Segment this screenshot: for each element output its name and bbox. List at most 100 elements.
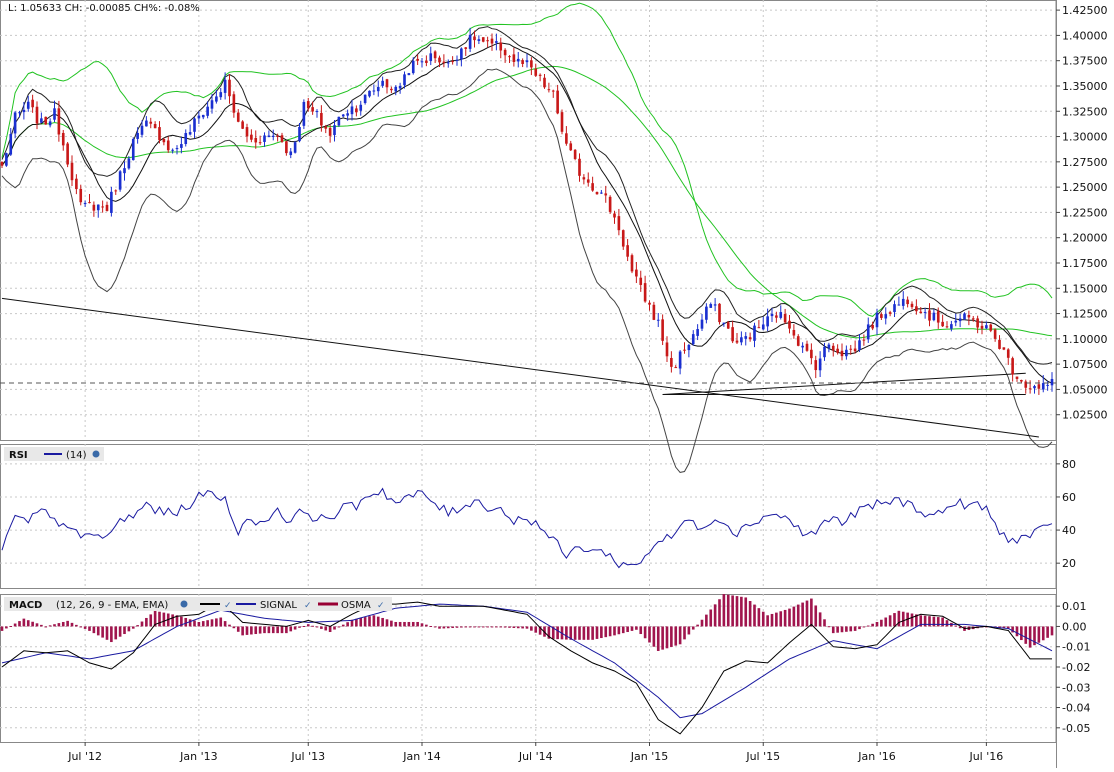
osma-bar <box>298 626 301 628</box>
price-tick-label: 1.25000 <box>1062 181 1108 194</box>
osma-bar <box>228 624 231 627</box>
osma-bar <box>621 626 625 634</box>
candle-body <box>796 336 800 346</box>
osma-bar <box>136 625 139 627</box>
candle-body <box>324 126 328 129</box>
osma-bar <box>503 626 507 628</box>
osma-bar <box>941 617 944 627</box>
osma-bar <box>748 601 752 627</box>
macd-tick-label: 0.01 <box>1062 600 1087 613</box>
osma-bar <box>705 614 708 627</box>
candle-body <box>805 343 809 351</box>
osma-bar <box>805 600 809 627</box>
osma-bar <box>398 621 402 627</box>
osma-bar <box>958 626 962 629</box>
candle-body <box>171 149 174 151</box>
candle-body <box>998 339 1001 349</box>
candle-body <box>228 79 231 97</box>
candle-body <box>403 74 406 86</box>
osma-bar <box>337 626 341 628</box>
candle-body <box>945 326 949 328</box>
osma-bar <box>438 626 441 629</box>
candle-body <box>184 133 188 144</box>
osma-bar <box>477 626 481 628</box>
candle-body <box>223 79 227 93</box>
osma-bar <box>101 626 104 638</box>
osma-bar <box>775 612 778 627</box>
candle-body <box>245 127 249 137</box>
moving-average-short-line <box>1 42 1053 384</box>
candle-body <box>556 90 559 114</box>
osma-bar <box>1002 626 1006 629</box>
price-tick-label: 1.15000 <box>1062 282 1108 295</box>
candle-body <box>880 314 883 318</box>
osma-bar <box>586 626 590 640</box>
candle-body <box>678 351 682 369</box>
candle-body <box>840 350 844 357</box>
osma-bar <box>687 626 691 635</box>
candle-body <box>438 57 441 63</box>
candle-body <box>814 360 818 371</box>
price-tick-label: 1.07500 <box>1062 358 1108 371</box>
candle-body <box>1002 347 1006 350</box>
candle-body <box>818 358 822 371</box>
candle-body <box>936 311 940 323</box>
candle-body <box>271 135 275 137</box>
candle-body <box>368 90 371 97</box>
osma-bar <box>753 604 756 627</box>
macd-legend: MACD (12, 26, 9 - EMA, EMA) ✓ SIGNAL ✓ OSMA ✓ <box>4 597 392 611</box>
rsi-tick-label: 20 <box>1062 557 1076 570</box>
osma-bar <box>110 626 113 643</box>
candle-body <box>468 34 472 49</box>
signal-check-icon: ✓ <box>304 601 312 611</box>
osma-bar <box>617 626 621 635</box>
osma-bar <box>201 621 205 627</box>
osma-bar <box>420 623 424 627</box>
candle-body <box>372 90 376 92</box>
candle-body <box>687 344 691 351</box>
macd-legend-title: MACD <box>9 600 42 611</box>
candle-body <box>53 108 56 120</box>
candle-body <box>13 112 17 134</box>
candle-body <box>31 99 34 108</box>
osma-bar <box>293 626 297 630</box>
candle-body <box>136 132 139 139</box>
osma-bar <box>836 626 839 633</box>
candle-body <box>503 49 507 56</box>
trend-line <box>1 297 1039 438</box>
osma-bar <box>407 621 411 627</box>
candle-body <box>158 127 161 141</box>
candle-body <box>481 37 485 42</box>
osma-bar <box>840 626 844 633</box>
candle-body <box>893 304 896 313</box>
candle-body <box>355 108 358 113</box>
candle-body <box>236 112 240 122</box>
osma-bar <box>670 626 673 647</box>
candle-body <box>779 312 783 318</box>
price-tick-label: 1.35000 <box>1062 80 1108 93</box>
candle-body <box>398 85 402 89</box>
candle-body <box>311 107 314 112</box>
candle-body <box>495 41 498 43</box>
candle-body <box>197 115 201 119</box>
osma-bar <box>446 626 450 629</box>
change-value: CH: -0.00085 <box>64 3 131 14</box>
osma-bar <box>818 612 822 627</box>
candle-body <box>166 140 170 151</box>
candle-body <box>333 125 336 136</box>
candle-body <box>442 61 446 63</box>
osma-bar <box>451 626 454 628</box>
osma-bar <box>600 626 603 639</box>
osma-bar <box>162 612 166 627</box>
x-tick-label: Jan '16 <box>857 750 895 763</box>
candle-body <box>83 202 87 205</box>
candle-body <box>429 53 433 61</box>
osma-bar <box>0 626 4 631</box>
candle-body <box>591 183 594 191</box>
candle-body <box>162 139 166 143</box>
price-tick-label: 1.32500 <box>1062 105 1108 118</box>
osma-bar <box>1024 626 1028 644</box>
osma-bar <box>324 626 328 631</box>
candle-body <box>582 177 586 180</box>
